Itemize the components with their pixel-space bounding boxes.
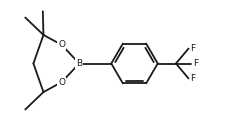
Text: O: O — [58, 78, 65, 87]
Text: F: F — [193, 59, 198, 68]
Text: F: F — [190, 74, 195, 83]
Text: F: F — [190, 44, 195, 53]
Text: B: B — [76, 59, 82, 68]
Text: O: O — [58, 40, 65, 49]
